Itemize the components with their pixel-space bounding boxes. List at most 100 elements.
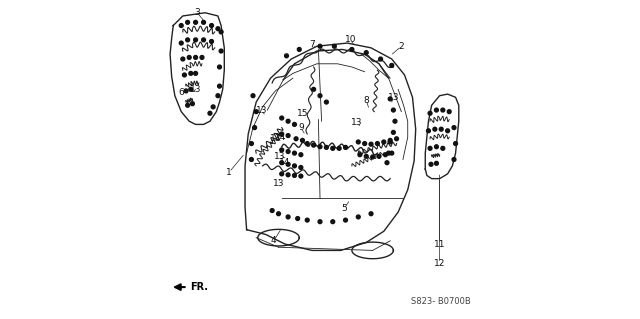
- Circle shape: [426, 129, 430, 133]
- Circle shape: [286, 173, 290, 177]
- Circle shape: [254, 110, 258, 114]
- Text: 1: 1: [226, 168, 232, 177]
- Circle shape: [219, 49, 223, 53]
- Circle shape: [280, 172, 284, 176]
- Text: 3: 3: [195, 8, 200, 17]
- Circle shape: [364, 154, 368, 158]
- Circle shape: [186, 20, 189, 24]
- Circle shape: [219, 30, 223, 34]
- Circle shape: [445, 129, 449, 133]
- Circle shape: [299, 166, 303, 169]
- Circle shape: [344, 145, 348, 149]
- Circle shape: [369, 142, 373, 146]
- Circle shape: [251, 94, 255, 98]
- Circle shape: [441, 108, 445, 112]
- Text: 11: 11: [434, 240, 445, 249]
- Circle shape: [318, 220, 322, 224]
- Circle shape: [189, 71, 193, 75]
- Circle shape: [210, 24, 214, 27]
- Circle shape: [194, 71, 198, 75]
- Circle shape: [350, 48, 354, 51]
- Circle shape: [452, 126, 456, 130]
- Circle shape: [286, 119, 290, 123]
- Circle shape: [331, 146, 335, 150]
- Circle shape: [344, 218, 348, 222]
- Circle shape: [390, 63, 394, 67]
- Text: 13: 13: [388, 93, 399, 102]
- Circle shape: [218, 84, 221, 88]
- Circle shape: [377, 154, 381, 158]
- Circle shape: [439, 127, 443, 131]
- Circle shape: [296, 217, 300, 220]
- Circle shape: [186, 38, 189, 42]
- Circle shape: [280, 132, 284, 136]
- Text: 6: 6: [179, 88, 184, 97]
- Circle shape: [184, 89, 188, 93]
- Text: 13: 13: [273, 179, 284, 188]
- Circle shape: [428, 146, 432, 150]
- Circle shape: [280, 116, 284, 120]
- Circle shape: [186, 103, 189, 107]
- Circle shape: [286, 162, 290, 166]
- Circle shape: [388, 97, 392, 101]
- Circle shape: [276, 212, 280, 216]
- Text: 13: 13: [190, 85, 202, 94]
- Circle shape: [387, 151, 390, 155]
- Circle shape: [331, 220, 335, 224]
- Text: 5: 5: [341, 204, 347, 213]
- Circle shape: [447, 110, 451, 114]
- Circle shape: [364, 51, 368, 55]
- Circle shape: [299, 153, 303, 157]
- Text: 15: 15: [297, 109, 308, 118]
- Circle shape: [280, 148, 284, 152]
- Circle shape: [388, 138, 392, 142]
- Text: 10: 10: [344, 35, 356, 44]
- Circle shape: [286, 150, 290, 153]
- Circle shape: [324, 145, 328, 149]
- Circle shape: [188, 56, 191, 59]
- Circle shape: [200, 56, 204, 59]
- Circle shape: [292, 164, 296, 168]
- Circle shape: [428, 111, 432, 115]
- Circle shape: [435, 145, 438, 149]
- Text: 9: 9: [298, 123, 304, 132]
- Circle shape: [299, 174, 303, 178]
- Circle shape: [253, 126, 257, 130]
- Circle shape: [385, 161, 389, 165]
- Circle shape: [376, 142, 380, 145]
- Text: 2: 2: [399, 42, 404, 51]
- Text: FR.: FR.: [190, 282, 208, 292]
- Circle shape: [194, 38, 198, 42]
- Circle shape: [216, 27, 220, 31]
- Circle shape: [433, 127, 436, 131]
- Text: 13: 13: [275, 152, 286, 161]
- Circle shape: [435, 108, 438, 112]
- Circle shape: [429, 162, 433, 166]
- Circle shape: [435, 161, 438, 165]
- Circle shape: [356, 215, 360, 219]
- Circle shape: [292, 151, 296, 155]
- Circle shape: [356, 140, 360, 144]
- Circle shape: [208, 111, 212, 115]
- Circle shape: [189, 87, 193, 91]
- Text: 13: 13: [351, 118, 362, 127]
- Circle shape: [181, 57, 185, 61]
- Text: 13: 13: [269, 134, 281, 143]
- Circle shape: [312, 143, 316, 147]
- Circle shape: [210, 40, 214, 43]
- Circle shape: [194, 56, 198, 59]
- Circle shape: [301, 138, 305, 142]
- Circle shape: [337, 146, 341, 150]
- Circle shape: [318, 44, 322, 48]
- Circle shape: [179, 41, 183, 45]
- Circle shape: [292, 122, 296, 126]
- Circle shape: [298, 48, 301, 51]
- Circle shape: [363, 142, 367, 145]
- Text: 12: 12: [434, 259, 445, 268]
- Circle shape: [202, 38, 205, 42]
- Circle shape: [305, 218, 309, 222]
- Circle shape: [286, 134, 290, 137]
- Circle shape: [318, 94, 322, 98]
- Circle shape: [270, 209, 274, 212]
- Circle shape: [218, 65, 221, 69]
